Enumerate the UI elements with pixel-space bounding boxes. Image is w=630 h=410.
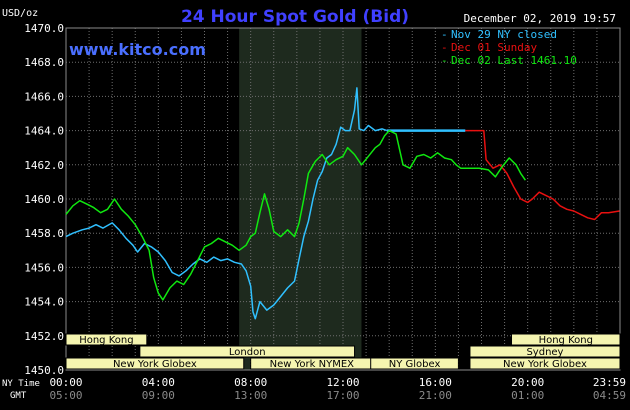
y-tick-label: 1460.0: [24, 193, 64, 206]
session-bar: [65, 333, 148, 346]
legend-entry: Nov 29 NY closed: [451, 28, 557, 41]
y-tick-label: 1456.0: [24, 261, 64, 274]
y-tick-label: 1464.0: [24, 125, 64, 138]
x-tick-label-gmt: 21:00: [419, 389, 452, 402]
watermark: www.kitco.com: [69, 40, 206, 59]
x-tick-label-ny: 04:00: [142, 376, 175, 389]
x-tick-label-gmt: 13:00: [234, 389, 267, 402]
session-bar: [65, 357, 245, 370]
y-tick-label: 1462.0: [24, 159, 64, 172]
series-line-3: [65, 129, 527, 301]
session-label: NY Globex: [389, 359, 441, 370]
session-label: Sydney: [526, 347, 563, 358]
session-label: Hong Kong: [539, 335, 593, 346]
session-label: London: [229, 347, 266, 358]
legend-entry: Dec 02 Last 1461.10: [451, 54, 577, 67]
x-tick-label-ny: 00:00: [49, 376, 82, 389]
session-label: New York Globex: [503, 359, 587, 370]
x-tick-label-gmt: 04:59: [593, 389, 626, 402]
session-label: Hong Kong: [79, 335, 133, 346]
session-label: New York Globex: [113, 359, 197, 370]
gmt-row-label: GMT: [10, 391, 27, 401]
x-tick-label-ny: 16:00: [419, 376, 452, 389]
chart-title: 24 Hour Spot Gold (Bid): [181, 7, 409, 27]
legend-marker: -: [441, 28, 448, 41]
session-bar: [511, 333, 621, 346]
series-layer: [65, 87, 620, 320]
y-tick-label: 1458.0: [24, 227, 64, 240]
y-tick-label: 1470.0: [24, 22, 64, 35]
y-tick-label: 1452.0: [24, 330, 64, 343]
session-label: New York NYMEX: [270, 359, 355, 370]
y-tick-label: 1468.0: [24, 56, 64, 69]
grid-layer: [65, 27, 621, 371]
axis-layer: 1450.0 1452.0 1454.0 1456.0 1458.0 1460.0 1462…: [24, 22, 626, 402]
series-line-2: [465, 129, 620, 221]
text-layer: 24 Hour Spot Gold (Bid) www.kitco.com US…: [2, 7, 616, 401]
y-tick-label: 1466.0: [24, 90, 64, 103]
series-line-0: [65, 87, 388, 320]
legend-entry: Dec 01 Sunday: [451, 41, 537, 54]
x-tick-label-gmt: 01:00: [511, 389, 544, 402]
ny-time-row-label: NY Time: [2, 379, 40, 389]
x-tick-label-gmt: 05:00: [49, 389, 82, 402]
legend-marker: -: [441, 54, 448, 67]
date-label: December 02, 2019 19:57: [464, 12, 616, 25]
x-tick-label-ny: 23:59: [593, 376, 626, 389]
legend-marker: -: [441, 41, 448, 54]
x-tick-label-ny: 08:00: [234, 376, 267, 389]
y-axis-label: USD/oz: [2, 8, 38, 19]
x-tick-label-ny: 20:00: [511, 376, 544, 389]
session-bar: [370, 357, 459, 370]
plot-border: [65, 27, 621, 371]
session-bar: [469, 357, 621, 370]
x-tick-label-gmt: 09:00: [142, 389, 175, 402]
y-tick-label: 1454.0: [24, 296, 64, 309]
legend: - Nov 29 NY closed- Dec 01 Sunday- Dec 02 L…: [441, 28, 577, 67]
session-bar: [139, 345, 356, 358]
x-tick-label-ny: 12:00: [326, 376, 359, 389]
y-tick-label: 1450.0: [24, 364, 64, 377]
session-bar: [469, 345, 621, 358]
x-tick-label-gmt: 17:00: [326, 389, 359, 402]
